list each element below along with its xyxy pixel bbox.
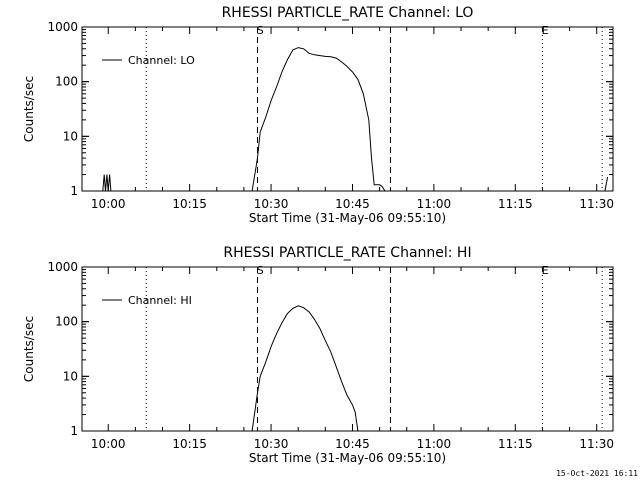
plot1-y-axis-label: Counts/sec	[22, 76, 36, 142]
plot2-x-axis-label: Start Time (31-May-06 09:55:10)	[249, 451, 446, 465]
plot1-series-line	[251, 47, 386, 192]
plot1-y-tick-label: 100	[55, 75, 78, 89]
plot1-x-tick-label: 10:15	[172, 197, 207, 211]
plot1-x-tick-label: 11:30	[579, 197, 614, 211]
plot1-series-line	[604, 176, 609, 192]
footer-timestamp: 15-Oct-2021 16:11	[556, 469, 638, 478]
plot2-legend-label: Channel: HI	[128, 294, 192, 307]
plot2-x-tick-label: 10:45	[335, 437, 370, 451]
plot2-y-tick-label: 100	[55, 315, 78, 329]
plot2-x-tick-label: 11:00	[417, 437, 452, 451]
plot1-marker-label: E	[542, 24, 549, 37]
plot1-x-tick-label: 11:00	[417, 197, 452, 211]
plot2-series-line	[251, 305, 359, 432]
plot1-x-tick-label: 10:00	[91, 197, 126, 211]
plot1-x-tick-label: 11:15	[498, 197, 533, 211]
plot2-marker-label: E	[542, 264, 549, 277]
plot1-marker-label: S	[257, 24, 264, 37]
plot2-y-tick-label: 1	[70, 424, 78, 438]
plot1-title: RHESSI PARTICLE_RATE Channel: LO	[222, 5, 474, 21]
plot1-x-tick-label: 10:45	[335, 197, 370, 211]
plot2-marker-label: S	[257, 264, 264, 277]
plot2-x-tick-label: 11:15	[498, 437, 533, 451]
plot2-y-tick-label: 10	[63, 369, 78, 383]
plot1-frame	[81, 26, 614, 192]
plot1-y-tick-label: 1	[70, 184, 78, 198]
plot1-y-tick-label: 1000	[47, 20, 78, 34]
plot1-legend-label: Channel: LO	[128, 54, 195, 67]
plot1-x-axis-label: Start Time (31-May-06 09:55:10)	[249, 211, 446, 225]
plot2-y-axis-label: Counts/sec	[22, 316, 36, 382]
plot2-x-tick-label: 10:00	[91, 437, 126, 451]
plot2-x-tick-label: 10:30	[254, 437, 289, 451]
plot1-series-line	[102, 174, 112, 192]
plot1-y-tick-label: 10	[63, 129, 78, 143]
plot2-x-tick-label: 11:30	[579, 437, 614, 451]
plot2-y-tick-label: 1000	[47, 260, 78, 274]
plot2-frame	[81, 266, 614, 432]
plot2-x-tick-label: 10:15	[172, 437, 207, 451]
plot1-x-tick-label: 10:30	[254, 197, 289, 211]
plot2-title: RHESSI PARTICLE_RATE Channel: HI	[223, 245, 471, 261]
